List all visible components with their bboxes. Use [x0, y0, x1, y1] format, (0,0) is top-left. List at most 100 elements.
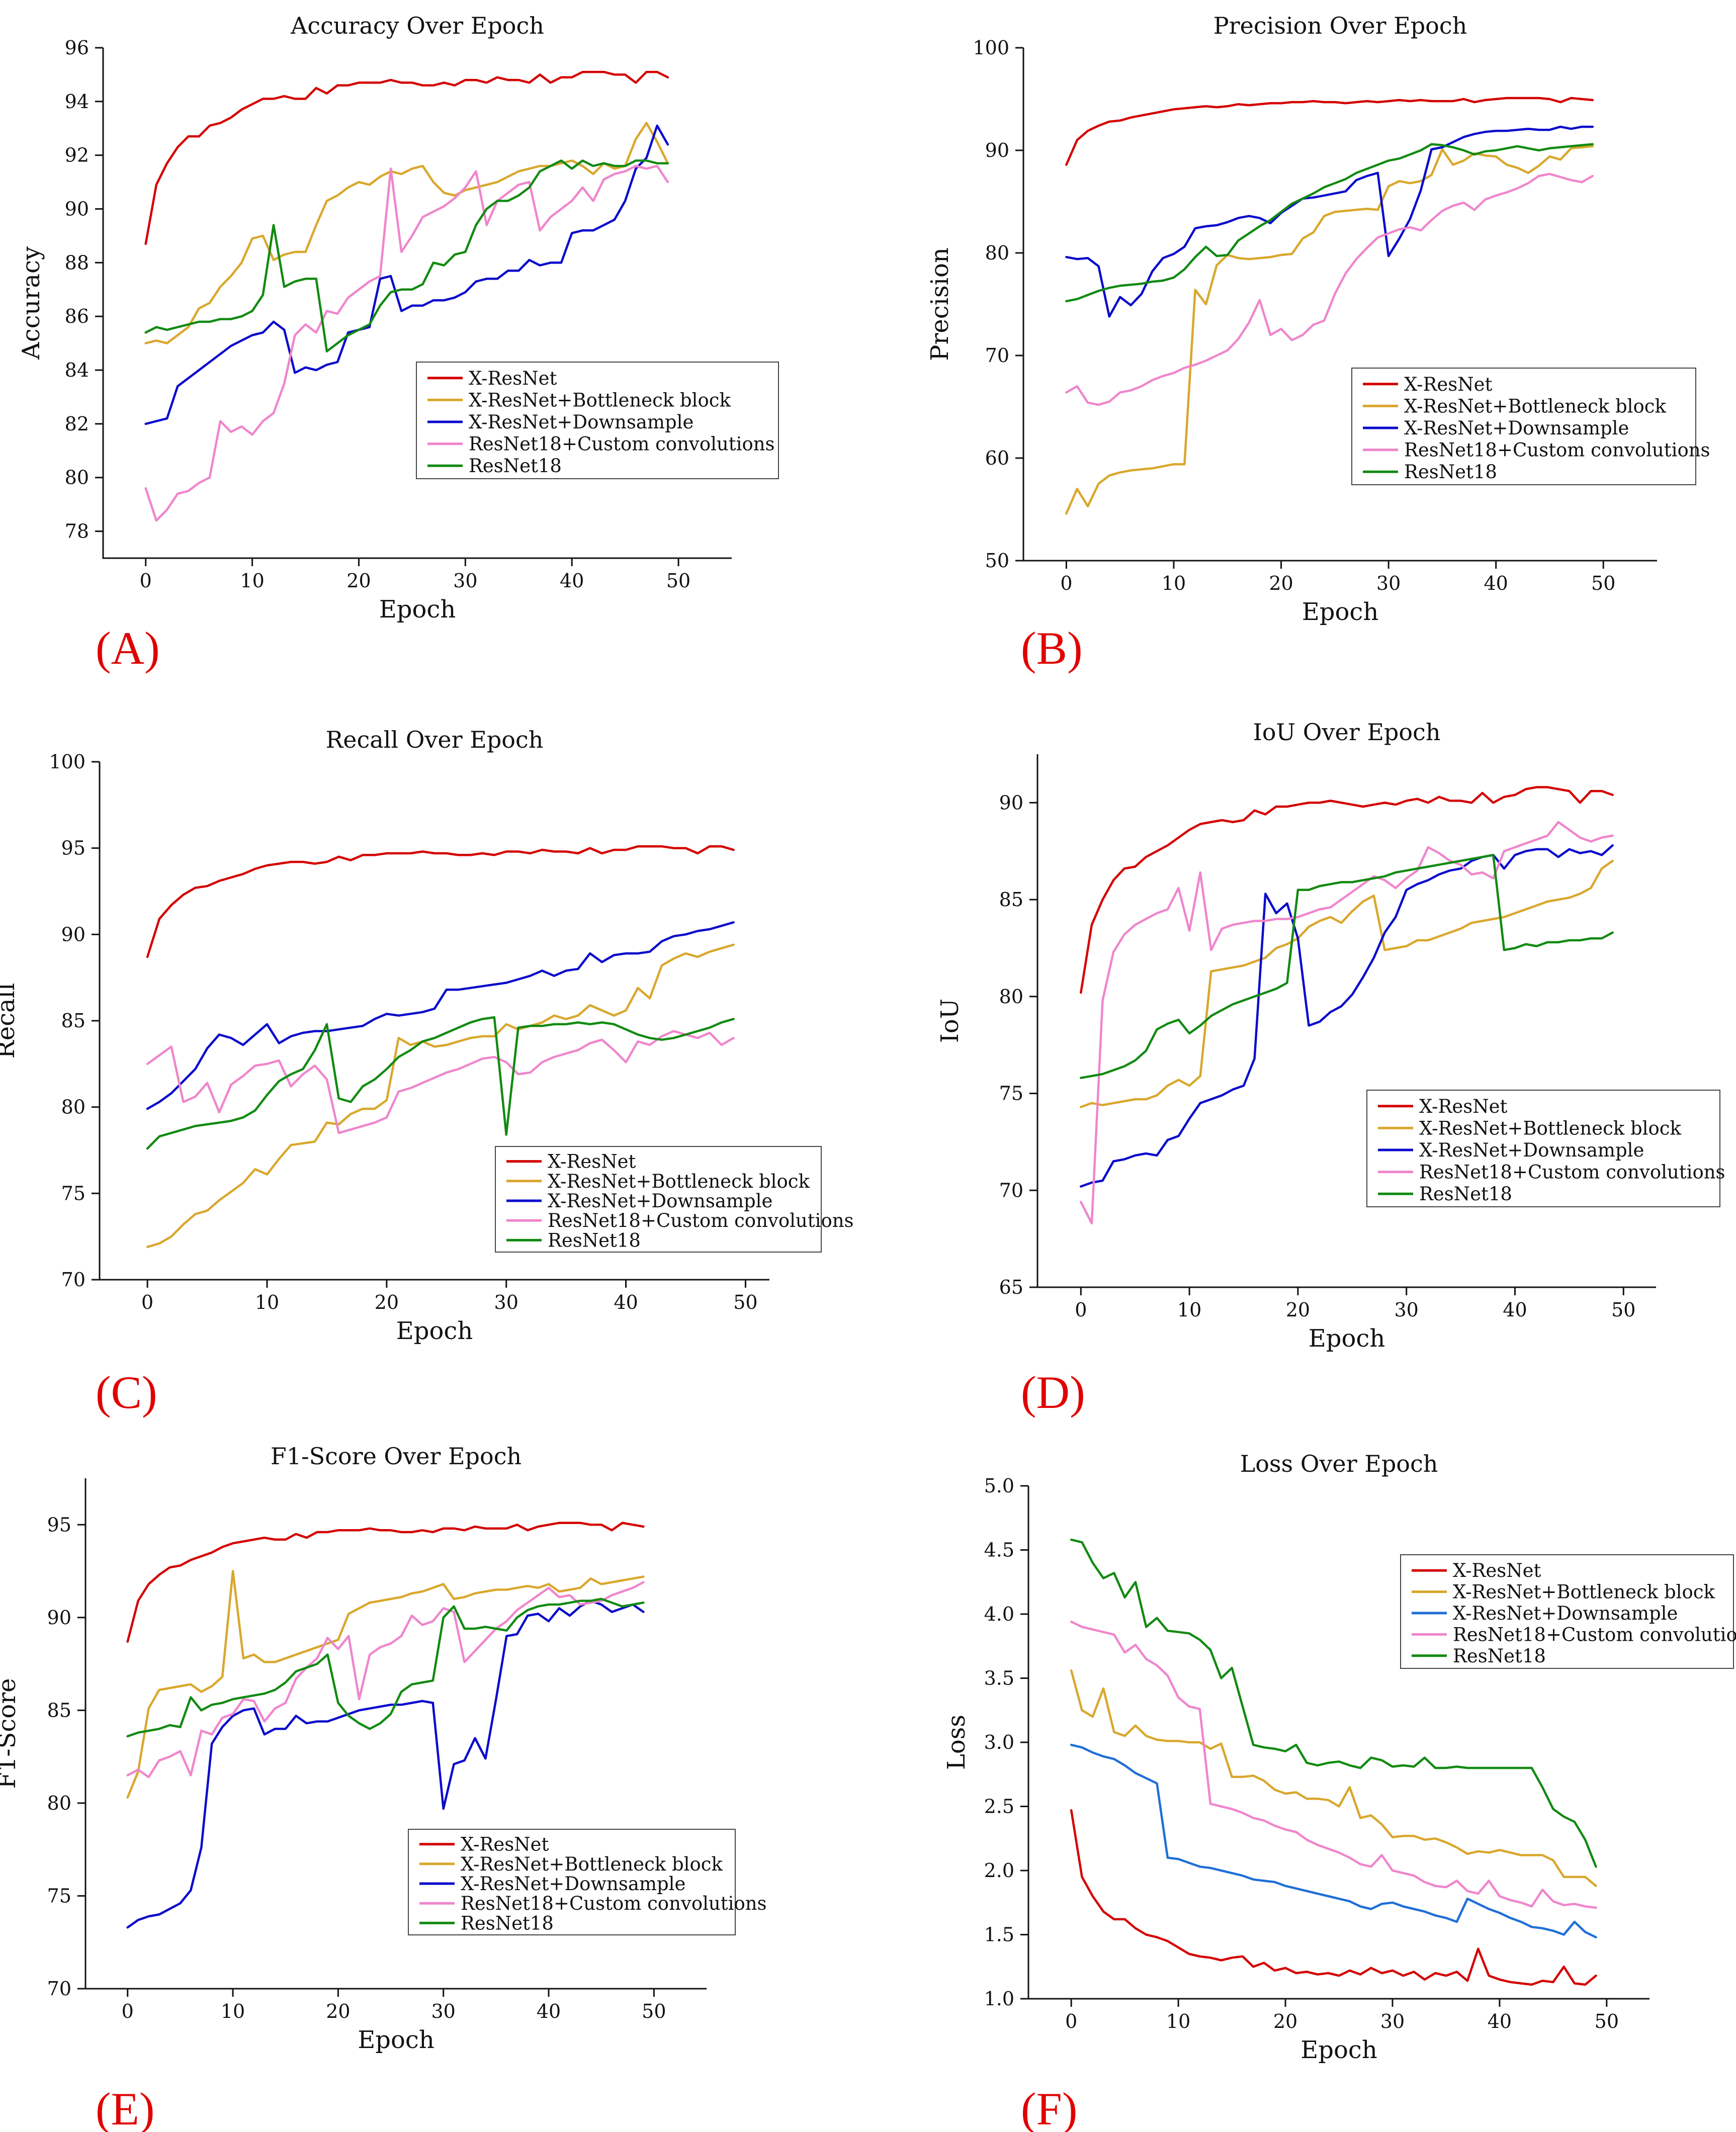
panel-d-x-tick-label: 20	[1286, 1299, 1310, 1321]
panel-e-x-tick-label: 50	[642, 2000, 666, 2022]
panel-d-legend-entry: X-ResNet+Downsample	[1419, 1139, 1644, 1161]
panel-b-series-x-resnet-downsample	[1065, 125, 1594, 318]
panel-b-series-x-resnet	[1065, 97, 1594, 166]
panel-f-legend-entry: ResNet18	[1453, 1645, 1546, 1667]
panel-c-legend-box	[495, 1146, 822, 1253]
panel-c-y-tick-label: 80	[61, 1096, 85, 1118]
panel-e-y-tick-label: 85	[47, 1699, 71, 1721]
panel-d-y-tick-label: 70	[999, 1179, 1023, 1201]
panel-f-y-tick-label: 3.5	[984, 1667, 1014, 1690]
panel-b-title: Precision Over Epoch	[1213, 12, 1467, 39]
panel-f-x-axis-label: Epoch	[1300, 2036, 1377, 2064]
panel-c-legend-entry: ResNet18	[548, 1229, 641, 1251]
panel-e-legend-entry: X-ResNet	[461, 1834, 549, 1855]
panel-e-chart: F1-Score Over Epoch 0 10 20 30 40 50 70 75 80 85 90…	[0, 1443, 767, 2132]
panel-d-x-tick-label: 0	[1075, 1299, 1087, 1321]
panel-c-series-x-resnet	[146, 845, 735, 958]
panel-b-legend-entry: ResNet18+Custom convolutions	[1404, 439, 1710, 461]
panel-f-label: (F)	[1021, 2083, 1077, 2132]
panel-d-series-resnet18	[1080, 854, 1614, 1079]
panel-d-series-x-resnet-bottleneck-block	[1080, 859, 1614, 1108]
panel-f-series-resnet18-custom-convolutions	[1070, 1621, 1597, 1909]
panel-d-x-tick-label: 30	[1395, 1299, 1419, 1321]
panel-d-label: (D)	[1021, 1367, 1085, 1418]
panel-d-x-tick-label: 10	[1177, 1299, 1201, 1321]
panel-c-chart: Recall Over Epoch 0 10 20 30 40 50 70 75 80 85 90 95…	[0, 726, 854, 1418]
panel-c-series-resnet18	[146, 1016, 735, 1150]
panel-a-label: (A)	[96, 623, 160, 674]
panel-e-x-tick-label: 0	[122, 2000, 134, 2022]
panel-b-legend-entry: X-ResNet+Downsample	[1404, 417, 1629, 439]
panel-e-label: (E)	[96, 2083, 154, 2132]
panel-d-x-tick-label: 50	[1611, 1299, 1635, 1321]
panel-a-y-tick-label: 90	[65, 198, 89, 220]
panel-f-x-tick-label: 0	[1065, 2010, 1077, 2032]
panel-e-x-tick-label: 10	[221, 2000, 245, 2022]
panel-c-legend-entry: X-ResNet+Downsample	[548, 1190, 772, 1212]
panel-a-series-x-resnet	[144, 70, 669, 245]
panel-a-chart: Accuracy Over Epoch 0 10 20 30 40 50 78 80 82 84 86…	[17, 12, 779, 674]
panel-c-legend-entry: X-ResNet	[548, 1151, 636, 1173]
panel-b-x-tick-label: 20	[1269, 572, 1293, 594]
panel-b-chart: Precision Over Epoch 0 10 20 30 40 50 50 60 70 80 9…	[926, 12, 1710, 674]
panel-b-x-tick-label: 10	[1162, 572, 1186, 594]
panel-c-series-x-resnet-bottleneck-block	[146, 943, 735, 1249]
panel-c-x-tick-label: 40	[614, 1291, 638, 1313]
panel-d-y-tick-label: 80	[999, 986, 1023, 1008]
panel-e-series-resnet18-custom-convolutions	[126, 1581, 645, 1779]
panel-b-series-resnet18	[1065, 143, 1594, 303]
panel-a-axes	[102, 48, 732, 559]
panel-a-title: Accuracy Over Epoch	[290, 12, 544, 39]
panel-d-chart: IoU Over Epoch 0 10 20 30 40 50 65 70 75 80 85 90 Epo…	[936, 719, 1725, 1418]
panel-a-series-x-resnet-bottleneck-block	[144, 122, 669, 344]
panel-f-x-tick-label: 50	[1595, 2010, 1619, 2032]
panel-b-x-tick-label: 0	[1060, 572, 1072, 594]
panel-f-chart: Loss Over Epoch 0 10 20 30 40 50 1.0 1.5 2.0 2.5 3.…	[942, 1450, 1736, 2132]
panel-f-y-tick-label: 1.0	[984, 1988, 1014, 2010]
panel-a-y-axis-label: Accuracy	[17, 246, 45, 360]
panel-c-x-tick-label: 30	[494, 1291, 518, 1313]
panel-a-y-tick-label: 88	[65, 251, 89, 274]
panel-f-series-x-resnet-downsample	[1070, 1743, 1597, 1938]
panel-c-legend-entry: X-ResNet+Bottleneck block	[548, 1171, 810, 1192]
panel-d-y-tick-label: 75	[999, 1083, 1023, 1105]
panel-f-y-tick-label: 4.5	[984, 1539, 1014, 1561]
panel-c-x-tick-label: 0	[141, 1291, 153, 1313]
panel-e-legend-entry: X-ResNet+Downsample	[461, 1873, 685, 1895]
panel-a-y-tick-label: 84	[65, 359, 89, 381]
panel-b-y-tick-label: 80	[985, 242, 1009, 264]
panel-d-legend-entry: ResNet18+Custom convolutions	[1419, 1162, 1725, 1183]
panel-a-x-tick-label: 20	[346, 570, 371, 592]
panel-c-x-tick-label: 50	[733, 1291, 757, 1313]
panel-b-x-tick-label: 40	[1484, 572, 1508, 594]
panel-e-legend-entry: X-ResNet+Bottleneck block	[461, 1853, 723, 1875]
panel-e-y-axis-label: F1-Score	[0, 1678, 21, 1789]
panel-e-y-tick-label: 70	[47, 1978, 71, 2000]
panel-e-legend-entry: ResNet18	[461, 1912, 554, 1934]
panel-c-legend-entry: ResNet18+Custom convolutions	[548, 1210, 854, 1231]
panel-b-y-tick-label: 60	[985, 447, 1009, 469]
panel-d-legend-entry: ResNet18	[1419, 1183, 1512, 1205]
panel-b-legend-box	[1351, 368, 1696, 485]
panel-a-y-tick-label: 86	[65, 305, 89, 327]
panel-a-legend-entry: X-ResNet+Bottleneck block	[469, 389, 731, 411]
panel-b-legend-entry: X-ResNet+Bottleneck block	[1404, 395, 1666, 417]
panel-c-y-tick-label: 75	[61, 1182, 85, 1204]
panel-f-title: Loss Over Epoch	[1240, 1450, 1438, 1477]
panel-e-y-tick-label: 95	[47, 1514, 71, 1536]
panel-c-x-tick-label: 20	[375, 1291, 399, 1313]
panel-d-series-resnet18-custom-convolutions	[1080, 821, 1614, 1225]
panel-b-y-tick-label: 90	[985, 139, 1009, 161]
panel-c-x-tick-label: 10	[255, 1291, 279, 1313]
panel-e-x-tick-label: 20	[326, 2000, 350, 2022]
panel-a-x-tick-label: 10	[240, 570, 264, 592]
panel-f-y-tick-label: 3.0	[984, 1731, 1014, 1753]
panel-b-legend-entry: X-ResNet	[1404, 374, 1493, 395]
panel-f-x-tick-label: 10	[1166, 2010, 1190, 2032]
panel-c-y-tick-label: 70	[61, 1269, 85, 1291]
panel-a-legend-entry: X-ResNet+Downsample	[469, 411, 693, 433]
panel-f-legend-entry: X-ResNet+Downsample	[1453, 1603, 1678, 1624]
panel-a-y-tick-label: 80	[65, 467, 89, 489]
panel-f-legend-entry: X-ResNet	[1453, 1560, 1541, 1581]
panel-a-legend-entry: ResNet18+Custom convolutions	[469, 433, 775, 455]
